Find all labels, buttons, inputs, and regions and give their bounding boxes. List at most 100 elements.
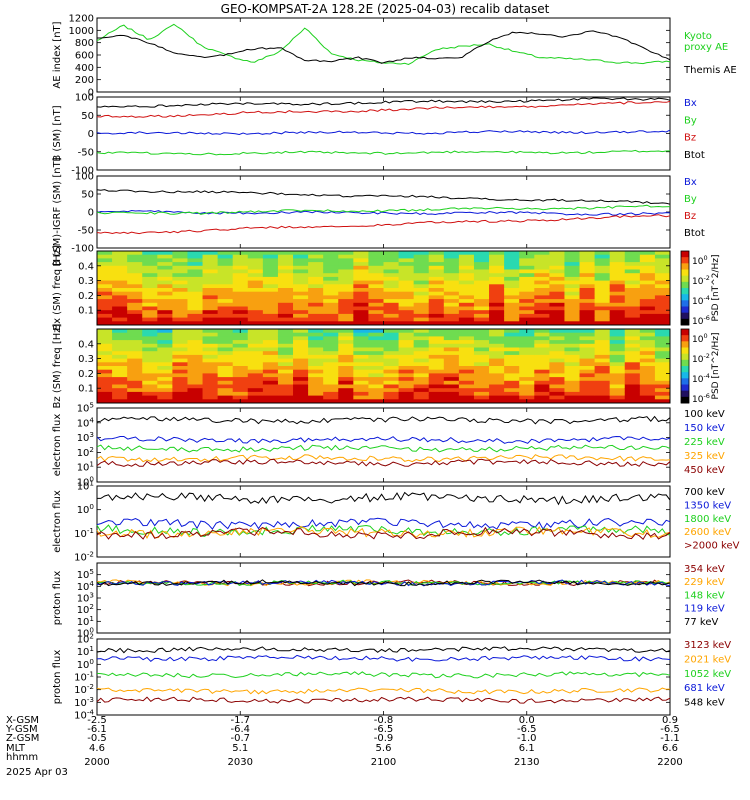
spectrogram-cell <box>262 373 279 378</box>
spectrogram-cell <box>443 313 460 318</box>
spectrogram-cell <box>262 317 279 322</box>
spectrogram-cell <box>217 302 234 307</box>
y-tick-label: -100 <box>71 166 94 177</box>
footer-value: 4.6 <box>89 743 105 754</box>
spectrogram-cell <box>609 329 626 334</box>
spectrogram-cell <box>112 276 128 281</box>
spectrogram-cell <box>534 384 550 389</box>
spectrogram-cell <box>564 329 580 334</box>
spectrogram-cell <box>489 388 505 393</box>
spectrogram-cell <box>323 295 339 300</box>
spectrogram-cell <box>277 269 294 274</box>
spectrogram-cell <box>277 362 294 367</box>
spectrogram-cell <box>609 391 626 396</box>
spectrogram-cell <box>624 262 641 267</box>
spectrogram-cell <box>247 306 264 311</box>
footer-row-label: Y-GSM <box>5 724 38 735</box>
spectrogram-cell <box>202 310 219 315</box>
spectrogram-cell <box>323 302 339 307</box>
spectrogram-cell <box>489 313 505 318</box>
spectrogram-cell <box>398 299 415 304</box>
spectrogram-cell <box>187 254 203 259</box>
spectrogram-cell <box>187 288 203 293</box>
spectrogram-cell <box>413 273 430 278</box>
spectrogram-cell <box>639 347 656 352</box>
spectrogram-cell <box>504 343 520 348</box>
spectrogram-cell <box>549 332 565 337</box>
spectrogram-cell <box>624 340 641 345</box>
spectrogram-cell <box>97 399 113 404</box>
spectrogram-cell <box>654 373 671 378</box>
spectrogram-cell <box>458 384 475 389</box>
spectrogram-cell <box>293 299 309 304</box>
spectrogram-cell <box>519 369 535 374</box>
spectrogram-cell <box>277 351 294 356</box>
spectrogram-cell <box>624 288 641 293</box>
spectrogram-cell <box>353 384 369 389</box>
spectrogram-cell <box>624 384 641 389</box>
spectrogram-cell <box>142 391 158 396</box>
spectrogram-cell <box>308 276 324 281</box>
spectrogram-cell <box>277 358 294 363</box>
spectrogram-cell <box>353 369 369 374</box>
spectrogram-cell <box>97 284 113 289</box>
spectrogram-cell <box>489 254 505 259</box>
spectrogram-cell <box>127 258 143 263</box>
spectrogram-cell <box>443 358 460 363</box>
spectrogram-cell <box>217 313 234 318</box>
spectrogram-cell <box>609 354 626 359</box>
spectrogram-cell <box>413 262 430 267</box>
spectrogram-cell <box>504 306 520 311</box>
spectrogram-cell <box>262 265 279 270</box>
spectrogram-cell <box>202 254 219 259</box>
spectrogram-cell <box>112 336 128 341</box>
spectrogram-cell <box>383 329 399 334</box>
spectrogram-cell <box>308 321 324 326</box>
spectrogram-cell <box>383 251 399 256</box>
spectrogram-cell <box>579 380 596 385</box>
spectrogram-cell <box>217 284 234 289</box>
spectrogram-cell <box>127 317 143 322</box>
spectrogram-cell <box>609 295 626 300</box>
spectrogram-cell <box>534 302 550 307</box>
spectrogram-cell <box>504 336 520 341</box>
spectrogram-cell <box>127 369 143 374</box>
spectrogram-cell <box>609 343 626 348</box>
spectrogram-cell <box>112 269 128 274</box>
spectrogram-cell <box>353 280 369 285</box>
spectrogram-cell <box>473 377 490 382</box>
spectrogram-cell <box>534 377 550 382</box>
spectrogram-cell <box>458 321 475 326</box>
y-tick-label: 100 <box>77 502 95 516</box>
spectrogram-cell <box>308 366 324 371</box>
spectrogram-cell <box>534 373 550 378</box>
spectrogram-cell <box>247 313 264 318</box>
spectrogram-cell <box>353 329 369 334</box>
spectrogram-cell <box>368 358 384 363</box>
spectrogram-cell <box>383 373 399 378</box>
y-tick-label: 100 <box>75 93 94 104</box>
spectrogram-cell <box>127 362 143 367</box>
spectrogram-cell <box>398 273 415 278</box>
spectrogram-cell <box>277 354 294 359</box>
spectrogram-cell <box>293 343 309 348</box>
spectrogram-cell <box>202 347 219 352</box>
spectrogram-cell <box>172 395 188 400</box>
spectrogram-cell <box>549 269 565 274</box>
spectrogram-cell <box>232 358 249 363</box>
spectrogram-cell <box>579 366 596 371</box>
spectrogram-cell <box>489 358 505 363</box>
spectrogram-cell <box>624 265 641 270</box>
spectrogram-cell <box>579 362 596 367</box>
spectrogram-cell <box>609 362 626 367</box>
spectrogram-cell <box>383 332 399 337</box>
series-line <box>96 646 671 654</box>
spectrogram-cell <box>323 254 339 259</box>
spectrogram-cell <box>232 362 249 367</box>
y-tick-label: -50 <box>78 226 94 237</box>
spectrogram-cell <box>187 354 203 359</box>
spectrogram-cell <box>594 388 611 393</box>
spectrogram-cell <box>308 295 324 300</box>
spectrogram-cell <box>217 366 234 371</box>
